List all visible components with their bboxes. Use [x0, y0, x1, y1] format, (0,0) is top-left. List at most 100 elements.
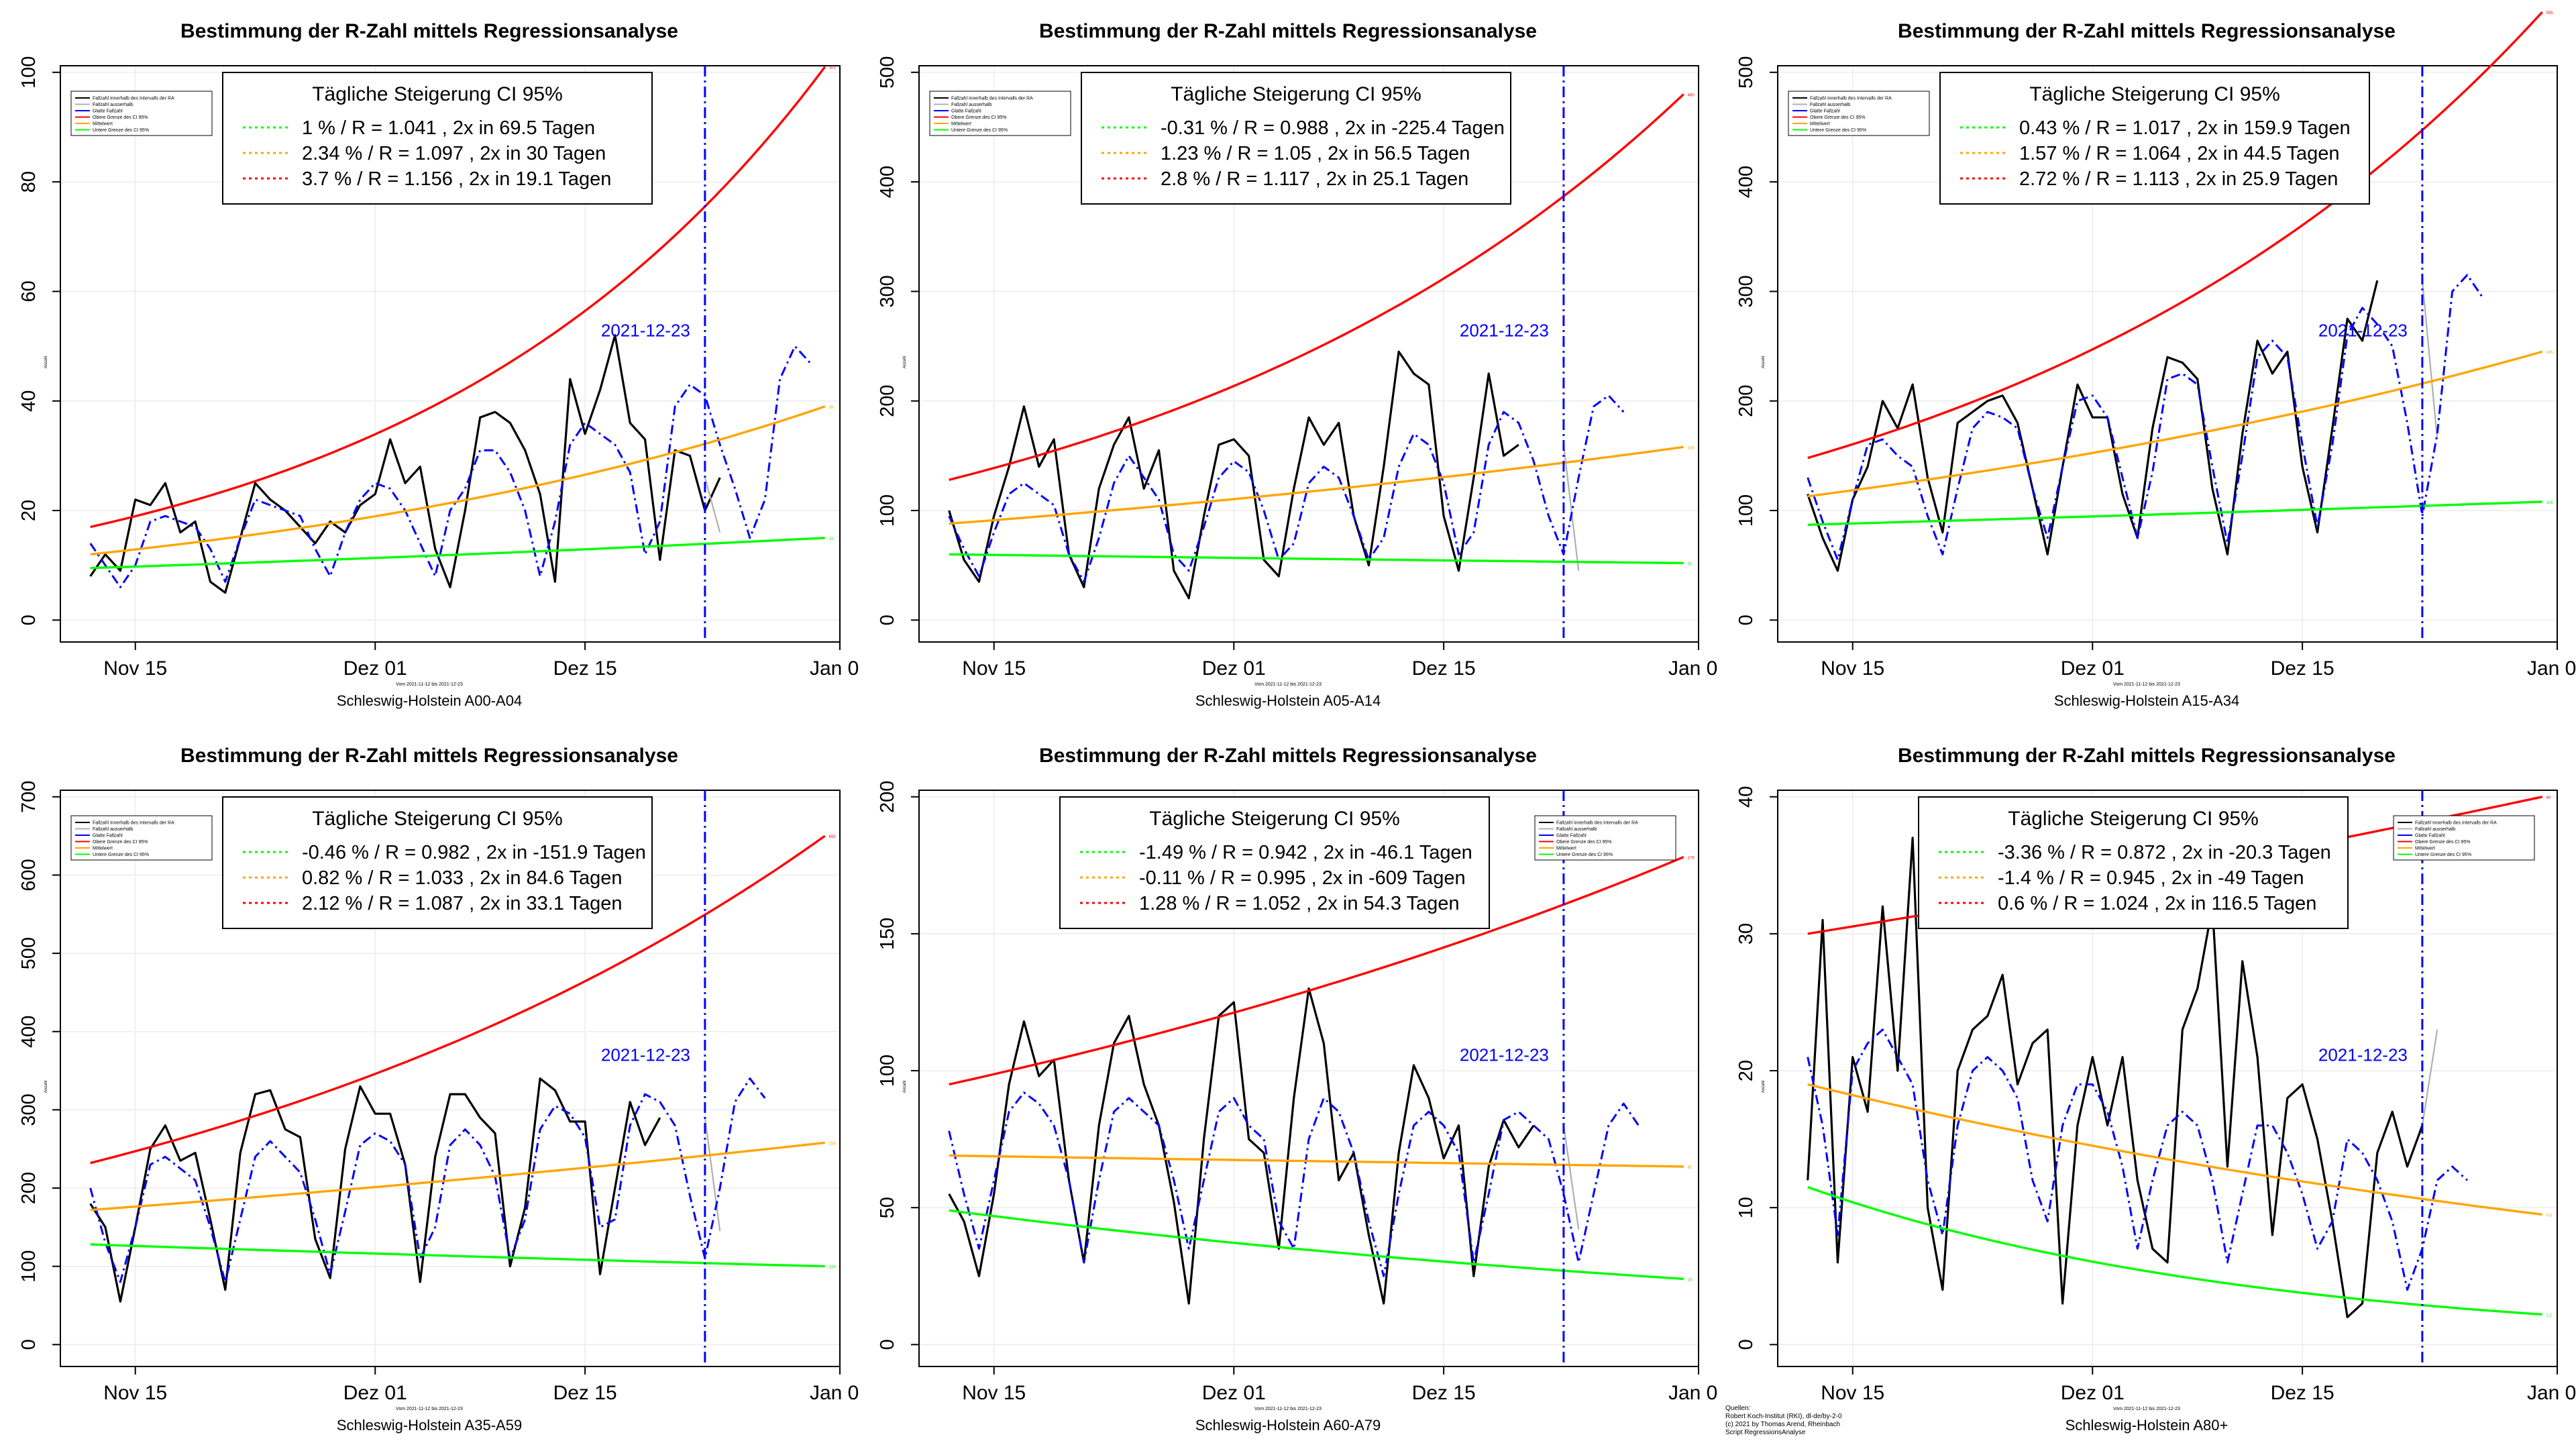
line-end-label: 178	[1688, 857, 1695, 861]
y-tick-label: 20	[1735, 1060, 1757, 1081]
ci-lower-line	[1807, 500, 2542, 526]
y-axis-label: Anzahl	[44, 1081, 48, 1093]
date-range-note: Vom 2021-11-12 bis 2021-12-23	[1254, 1407, 1322, 1411]
small-legend-box	[2393, 815, 2535, 861]
small-legend-entry: Glatte Fallzahl	[951, 109, 981, 114]
x-tick-label: Nov 15	[103, 1382, 167, 1404]
x-tick-label: Jan 01	[810, 1382, 859, 1404]
y-tick-label: 400	[1735, 166, 1757, 198]
chart-title: Bestimmung der R-Zahl mittels Regression…	[180, 20, 678, 42]
observed-cases-line	[1807, 837, 2424, 1319]
observed-cases-line	[89, 334, 721, 594]
observed-cases-line	[1807, 280, 2379, 572]
x-tick-label: Nov 15	[962, 657, 1026, 680]
chart-title: Bestimmung der R-Zahl mittels Regression…	[1039, 745, 1537, 767]
line-end-label: 108	[2546, 501, 2554, 505]
line-end-label: 158	[1688, 446, 1695, 450]
y-tick-label: 300	[1735, 275, 1757, 307]
date-marker-label: 2021-12-23	[601, 1045, 690, 1065]
y-tick-label: 30	[1735, 923, 1757, 945]
chart-panel: Bestimmung der R-Zahl mittels Regression…	[877, 20, 1717, 709]
cases-outside-line	[704, 477, 721, 533]
ci-legend-entry: 3.7 % / R = 1.156 , 2x in 19.1 Tagen	[302, 168, 611, 190]
ci-lower-line	[949, 1209, 1684, 1281]
small-legend-box	[1788, 91, 1930, 136]
line-end-label: 650	[829, 835, 837, 839]
ci-legend-entry: 2.12 % / R = 1.087 , 2x in 33.1 Tagen	[302, 893, 623, 914]
mean-line	[90, 1141, 825, 1212]
date-marker-label: 2021-12-23	[601, 321, 690, 341]
small-legend-entry: Mittelwert	[93, 847, 113, 851]
ci-legend-entry: -0.31 % / R = 0.988 , 2x in -225.4 Tagen	[1161, 117, 1505, 139]
line-end-label: 15	[829, 537, 834, 541]
x-tick-label: Nov 15	[103, 657, 167, 680]
ci-legend-entry: 1 % / R = 1.041 , 2x in 69.5 Tagen	[302, 117, 595, 139]
small-legend-entry: Obere Grenze des CI 95%	[1810, 115, 1866, 120]
y-axis-label: Anzahl	[903, 356, 907, 368]
source-note-line: (c) 2021 by Thomas Arend, Rheinbach	[1725, 1421, 1840, 1428]
x-tick-label: Jan 01	[1668, 657, 1717, 680]
x-tick-label: Dez 15	[553, 1382, 617, 1404]
y-axis-label: Anzahl	[903, 1081, 907, 1093]
ci-lower-line	[90, 1243, 825, 1268]
y-tick-label: 0	[877, 614, 898, 625]
small-legend-entry: Mittelwert	[951, 122, 971, 127]
line-end-label: 24	[1688, 1278, 1693, 1282]
smoothed-cases-line	[1807, 274, 2483, 561]
x-tick-label: Dez 01	[1202, 1382, 1266, 1404]
y-tick-label: 20	[18, 500, 40, 521]
mean-line	[1807, 1083, 2542, 1216]
source-note-line: Quellen:	[1725, 1405, 1750, 1412]
mean-line	[949, 1154, 1684, 1168]
date-range-note: Vom 2021-11-12 bis 2021-12-23	[396, 1407, 463, 1411]
y-tick-label: 0	[1735, 1339, 1757, 1350]
mean-line	[949, 445, 1684, 525]
small-legend-entry: Fallzahl ausserhalb	[951, 103, 991, 107]
small-legend-entry: Mittelwert	[1810, 122, 1830, 127]
y-tick-label: 80	[18, 171, 40, 193]
source-note-line: Script RegressionsAnalyse	[1725, 1429, 1806, 1436]
small-legend-entry: Obere Grenze des CI 95%	[1556, 840, 1612, 845]
ci-lower-line	[949, 553, 1684, 565]
cases-outside-line	[1562, 444, 1580, 571]
small-legend-entry: Untere Grenze des CI 95%	[1556, 853, 1613, 857]
x-tick-label: Dez 01	[1202, 657, 1266, 680]
y-tick-label: 200	[18, 1172, 40, 1204]
y-axis-label: Anzahl	[1762, 1081, 1766, 1093]
x-tick-label: Dez 15	[1412, 1382, 1476, 1404]
chart-title: Bestimmung der R-Zahl mittels Regression…	[1039, 20, 1537, 42]
y-tick-label: 100	[877, 1055, 898, 1087]
plot-frame	[60, 790, 841, 1367]
plot-frame	[60, 65, 841, 643]
chart-title: Bestimmung der R-Zahl mittels Regression…	[1898, 20, 2396, 42]
line-end-label: 39	[829, 406, 834, 410]
x-axis-label: Schleswig-Holstein A60-A79	[1195, 1417, 1381, 1434]
chart-panel: Bestimmung der R-Zahl mittels Regression…	[18, 20, 859, 709]
observed-cases-line	[948, 350, 1519, 600]
ci-legend-entry: 0.43 % / R = 1.017 , 2x in 159.9 Tagen	[2019, 117, 2351, 139]
chart-panel: Bestimmung der R-Zahl mittels Regression…	[877, 745, 1717, 1434]
plot-frame	[918, 65, 1699, 643]
small-legend-entry: Untere Grenze des CI 95%	[93, 128, 149, 133]
x-tick-label: Dez 15	[1412, 657, 1476, 680]
small-legend-entry: Fallzahl ausserhalb	[2415, 827, 2455, 832]
y-axis-label: Anzahl	[1762, 356, 1766, 368]
small-legend-entry: Mittelwert	[2415, 847, 2435, 851]
ci-legend-title: Tägliche Steigerung CI 95%	[2029, 83, 2280, 105]
y-tick-label: 60	[18, 280, 40, 302]
x-tick-label: Dez 15	[553, 657, 617, 680]
small-legend-entry: Fallzahl innerhalb des Intervalls der RA	[2415, 821, 2497, 826]
ci-upper-line	[949, 93, 1684, 481]
y-tick-label: 500	[18, 937, 40, 969]
y-tick-label: 700	[18, 781, 40, 813]
small-legend-entry: Untere Grenze des CI 95%	[93, 853, 149, 857]
x-tick-label: Nov 15	[962, 1382, 1026, 1404]
x-tick-label: Dez 15	[2271, 1382, 2334, 1404]
small-legend-entry: Untere Grenze des CI 95%	[1810, 128, 1866, 133]
small-legend-entry: Fallzahl innerhalb des Intervalls der RA	[951, 97, 1033, 101]
mean-line	[1807, 350, 2543, 498]
x-tick-label: Dez 15	[2271, 657, 2334, 680]
smoothed-cases-line	[89, 345, 811, 588]
ci-legend-entry: -0.11 % / R = 0.995 , 2x in -609 Tagen	[1139, 867, 1466, 889]
ci-legend-entry: 1.57 % / R = 1.064 , 2x in 44.5 Tagen	[2019, 143, 2340, 164]
